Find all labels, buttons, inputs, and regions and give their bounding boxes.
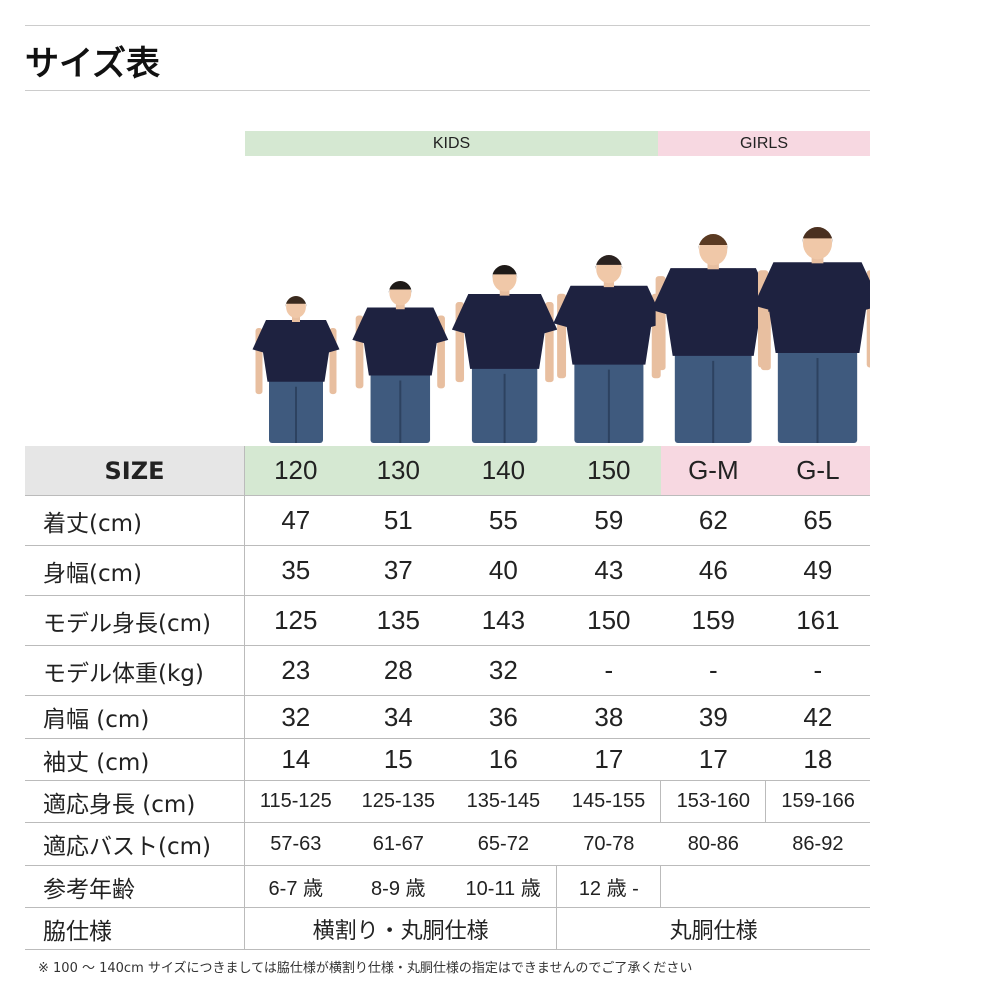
title-divider xyxy=(25,90,870,91)
side-row: 脇仕様 横割り・丸胴仕様 丸胴仕様 xyxy=(25,907,870,950)
cell: 40 xyxy=(450,545,557,596)
cell: 38 xyxy=(556,695,661,739)
cell: 23 xyxy=(244,645,347,696)
row-label: 袖丈 (cm) xyxy=(25,738,245,781)
cell: 37 xyxy=(346,545,451,596)
cell: 17 xyxy=(660,738,766,781)
cell: 145-155 xyxy=(556,780,661,823)
footnote: ※ 100 ～ 140cm サイズにつきましては脇仕様が横割り仕様・丸胴仕様の指… xyxy=(38,961,693,976)
cell: 42 xyxy=(765,695,870,739)
model-photos xyxy=(252,227,870,443)
kids-group-header: KIDS xyxy=(245,131,658,156)
row-label: モデル身長(cm) xyxy=(25,595,245,646)
row-label: 肩幅 (cm) xyxy=(25,695,245,739)
cell: 8-9 歳 xyxy=(346,865,451,908)
cell: 15 xyxy=(346,738,451,781)
cell: 34 xyxy=(346,695,451,739)
cell: 47 xyxy=(244,495,347,546)
cell: 39 xyxy=(660,695,766,739)
row-label: 適応バスト(cm) xyxy=(25,822,245,866)
cell: 159 xyxy=(660,595,766,646)
size-header: 120 xyxy=(244,446,347,496)
cell: 57-63 xyxy=(244,822,347,866)
cell: 62 xyxy=(660,495,766,546)
row-label: 適応身長 (cm) xyxy=(25,780,245,823)
row-label: 参考年齢 xyxy=(25,865,245,908)
cell: 135-145 xyxy=(450,780,557,823)
page-title: サイズ表 xyxy=(25,44,160,84)
cell: - xyxy=(765,645,870,696)
size-label: SIZE xyxy=(25,446,245,496)
cell: 14 xyxy=(244,738,347,781)
cell: 125 xyxy=(244,595,347,646)
cell: 61-67 xyxy=(346,822,451,866)
table-row: 適応身長 (cm) 115-125 125-135 135-145 145-155 153… xyxy=(25,780,870,823)
cell: - xyxy=(660,645,766,696)
cell: 153-160 xyxy=(660,780,766,823)
row-label: 身幅(cm) xyxy=(25,545,245,596)
table-row: モデル身長(cm) 125 135 143 150 159 161 xyxy=(25,595,870,646)
cell: 59 xyxy=(556,495,661,546)
top-divider xyxy=(25,25,870,26)
size-header: G-M xyxy=(660,446,766,496)
cell: 55 xyxy=(450,495,557,546)
cell: 32 xyxy=(244,695,347,739)
cell: 135 xyxy=(346,595,451,646)
size-header: 150 xyxy=(556,446,661,496)
model-figure xyxy=(352,281,449,443)
cell: - xyxy=(556,645,661,696)
empty-cell xyxy=(660,865,870,908)
model-figure xyxy=(252,296,340,443)
cell: 65 xyxy=(765,495,870,546)
cell: 51 xyxy=(346,495,451,546)
cell: 丸胴仕様 xyxy=(556,907,870,950)
model-figure xyxy=(451,265,558,443)
cell: 12 歳 - xyxy=(556,865,661,908)
table-row: 肩幅 (cm) 32 34 36 38 39 42 xyxy=(25,695,870,739)
cell: 43 xyxy=(556,545,661,596)
table-row: 身幅(cm) 35 37 40 43 46 49 xyxy=(25,545,870,596)
cell: 80-86 xyxy=(660,822,766,866)
table-row: 袖丈 (cm) 14 15 16 17 17 18 xyxy=(25,738,870,781)
cell: 65-72 xyxy=(450,822,557,866)
size-row: SIZE 120 130 140 150 G-M G-L xyxy=(25,446,870,496)
size-header: G-L xyxy=(765,446,870,496)
cell: 150 xyxy=(556,595,661,646)
model-figure xyxy=(753,227,870,443)
cell: 159-166 xyxy=(765,780,870,823)
table-row: 着丈(cm) 47 51 55 59 62 65 xyxy=(25,495,870,546)
row-label: モデル体重(kg) xyxy=(25,645,245,696)
cell: 161 xyxy=(765,595,870,646)
cell: 70-78 xyxy=(556,822,661,866)
cell: 10-11 歳 xyxy=(450,865,557,908)
model-figure xyxy=(553,255,665,443)
cell: 36 xyxy=(450,695,557,739)
cell: 143 xyxy=(450,595,557,646)
table-row: モデル体重(kg) 23 28 32- - - xyxy=(25,645,870,696)
cell: 49 xyxy=(765,545,870,596)
girls-group-header: GIRLS xyxy=(658,131,870,156)
size-header: 140 xyxy=(450,446,557,496)
cell: 横割り・丸胴仕様 xyxy=(244,907,557,950)
size-table: SIZE 120 130 140 150 G-M G-L 着丈(cm) 47 51 55 59 62 65… xyxy=(25,446,870,950)
cell: 28 xyxy=(346,645,451,696)
age-row: 参考年齢 6-7 歳 8-9 歳 10-11 歳 12 歳 - xyxy=(25,865,870,908)
cell: 86-92 xyxy=(765,822,870,866)
table-row: 適応バスト(cm) 57-63 61-67 65-72 70-78 80-86 86-92 xyxy=(25,822,870,866)
row-label: 着丈(cm) xyxy=(25,495,245,546)
cell: 115-125 xyxy=(244,780,347,823)
cell: 6-7 歳 xyxy=(244,865,347,908)
cell: 125-135 xyxy=(346,780,451,823)
model-figure xyxy=(651,234,776,443)
cell: 16 xyxy=(450,738,557,781)
row-label: 脇仕様 xyxy=(25,907,245,950)
cell: 32 xyxy=(450,645,557,696)
cell: 46 xyxy=(660,545,766,596)
cell: 17 xyxy=(556,738,661,781)
cell: 35 xyxy=(244,545,347,596)
cell: 18 xyxy=(765,738,870,781)
size-header: 130 xyxy=(346,446,451,496)
